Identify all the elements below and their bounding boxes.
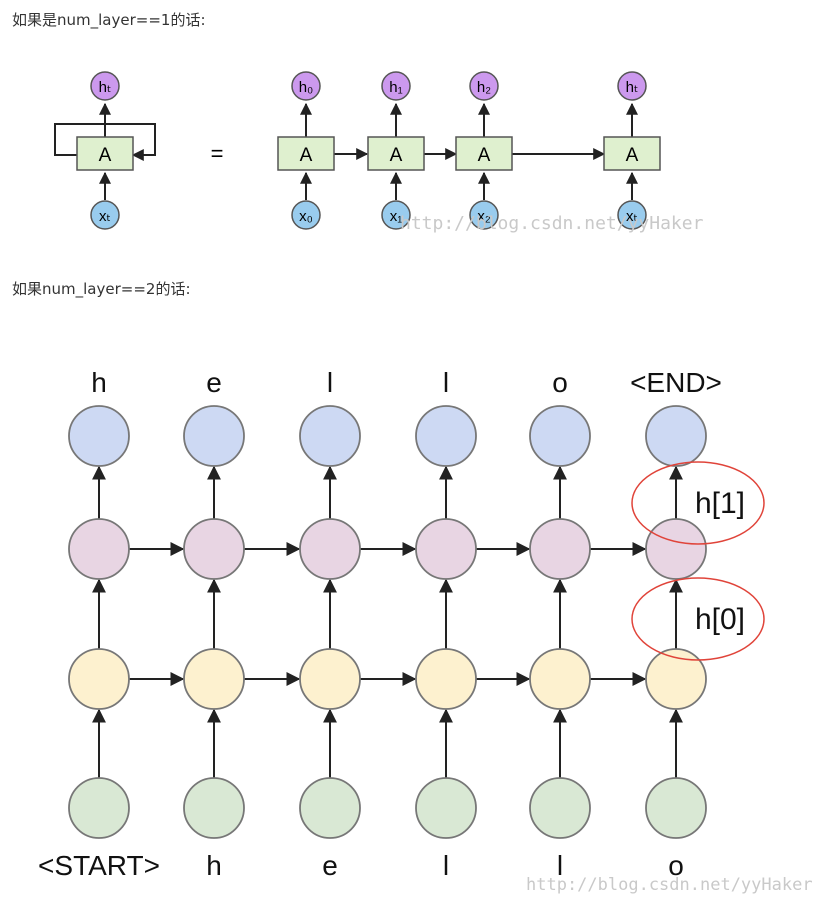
hidden-1-node — [529, 518, 591, 580]
input-char-label: o — [668, 850, 684, 881]
caption-one-layer: 如果是num_layer==1的话: — [12, 11, 206, 29]
cell-box — [603, 136, 661, 171]
output-label: hₜ — [626, 79, 639, 96]
input-node — [68, 777, 130, 839]
input-node — [617, 200, 647, 230]
output-node — [617, 71, 647, 101]
output-char-label: o — [552, 367, 568, 398]
cell-box — [367, 136, 425, 171]
input-char-label: e — [322, 850, 338, 881]
hidden-1-node — [299, 518, 361, 580]
input-char-label: h — [206, 850, 222, 881]
hidden-0-node — [183, 648, 245, 710]
output-node — [529, 405, 591, 467]
highlight-ellipse-h0 — [631, 577, 765, 661]
sequence-labels: h e l l o <END> <START> h e l l o — [38, 367, 722, 881]
output-node — [645, 405, 707, 467]
output-label: h₂ — [477, 79, 491, 96]
output-label: hₜ — [99, 79, 112, 96]
unrolled-step: A h₁ x₁ — [367, 71, 425, 230]
output-label: h₀ — [299, 79, 314, 96]
input-node — [291, 200, 321, 230]
input-label: x₀ — [299, 208, 313, 225]
network-nodes — [68, 405, 707, 839]
cell-box — [76, 136, 134, 171]
hidden-0-node — [529, 648, 591, 710]
input-char-label: <START> — [38, 850, 160, 881]
cell-label: A — [99, 145, 112, 166]
hidden-1-node — [68, 518, 130, 580]
output-node — [291, 71, 321, 101]
output-node — [469, 71, 499, 101]
cell-label: A — [300, 145, 313, 166]
watermark: http://blog.csdn.net/yyHaker — [400, 213, 704, 234]
unrolled-step: A h₂ x₂ — [455, 71, 513, 230]
unrolled-step: A h₀ x₀ — [277, 71, 335, 230]
cell-box — [455, 136, 513, 171]
cell-label: A — [478, 145, 491, 166]
hidden-1-node — [645, 518, 707, 580]
input-char-label: l — [443, 850, 449, 881]
input-node — [299, 777, 361, 839]
input-label: x₁ — [390, 208, 403, 225]
hidden-0-node — [68, 648, 130, 710]
output-node — [183, 405, 245, 467]
hidden-0-node — [299, 648, 361, 710]
output-char-label: h — [91, 367, 107, 398]
output-label: h₁ — [389, 79, 402, 96]
equals-sign: = — [211, 141, 224, 166]
watermark: http://blog.csdn.net/yyHaker — [526, 875, 813, 895]
output-char-label: e — [206, 367, 222, 398]
input-node — [415, 777, 477, 839]
output-node — [299, 405, 361, 467]
output-char-label: <END> — [630, 367, 722, 398]
output-node — [68, 405, 130, 467]
input-char-label: l — [557, 850, 563, 881]
output-char-label: l — [327, 367, 333, 398]
input-node — [381, 200, 411, 230]
hidden-1-node — [415, 518, 477, 580]
connection-arrows — [92, 465, 683, 778]
input-node — [183, 777, 245, 839]
input-node — [645, 777, 707, 839]
input-node — [90, 200, 120, 230]
cell-box — [277, 136, 335, 171]
input-label: xₜ — [626, 208, 638, 225]
cell-label: A — [626, 145, 639, 166]
output-node — [415, 405, 477, 467]
input-node — [469, 200, 499, 230]
input-node — [529, 777, 591, 839]
highlight-ellipse-h1 — [631, 461, 765, 545]
output-node — [381, 71, 411, 101]
folded-rnn: A hₜ xₜ — [54, 71, 156, 230]
unrolled-rnn: A h₀ x₀ A h₁ x₁ A — [277, 71, 661, 230]
diagram-one-layer: A hₜ xₜ = A h₀ x₀ — [54, 71, 704, 234]
unrolled-step: A hₜ xₜ — [603, 71, 661, 230]
hidden-0-node — [415, 648, 477, 710]
output-char-label: l — [443, 367, 449, 398]
hidden-0-node — [645, 648, 707, 710]
annotation-h1: h[1] — [695, 487, 745, 520]
cell-label: A — [390, 145, 403, 166]
caption-two-layers: 如果num_layer==2的话: — [12, 280, 191, 298]
annotation-h0: h[0] — [695, 603, 745, 636]
input-label: x₂ — [477, 208, 491, 225]
diagram-two-layers: h e l l o <END> <START> h e l l o h[1] h[0] http://… — [38, 367, 813, 895]
output-node — [90, 71, 120, 101]
input-label: xₜ — [99, 208, 111, 225]
hidden-1-node — [183, 518, 245, 580]
